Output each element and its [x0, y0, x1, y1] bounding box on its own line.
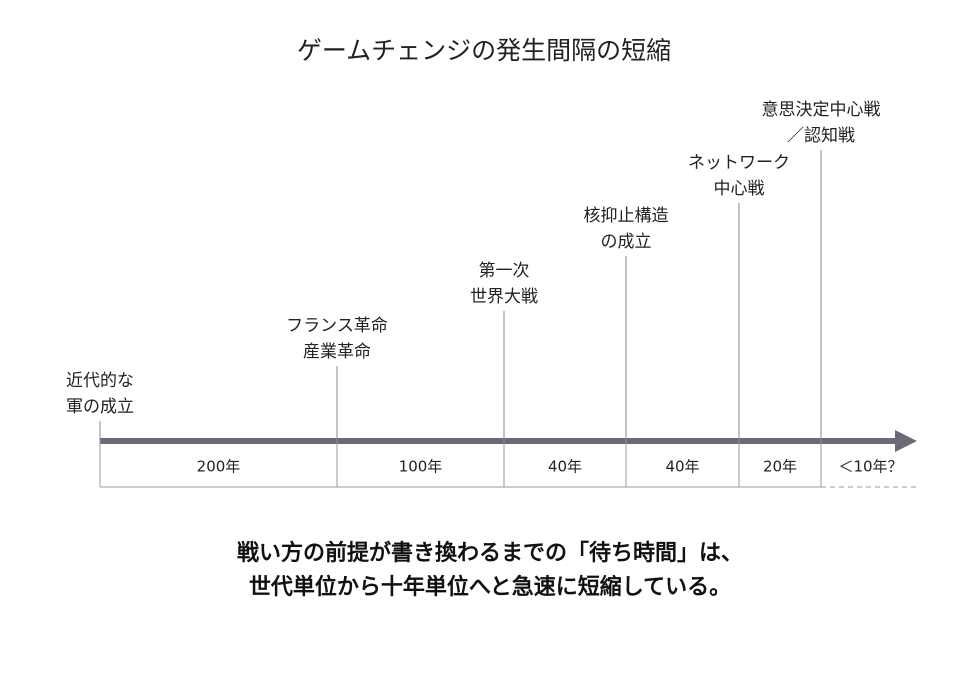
interval-label: 40年: [665, 458, 699, 476]
interval-label: 40年: [548, 458, 582, 476]
event-label: ／認知戦: [787, 126, 855, 146]
axis-arrowhead: [895, 430, 917, 452]
event-label: フランス革命: [286, 316, 388, 336]
event-label: 核抑止構造: [584, 206, 669, 226]
interval-label: 100年: [399, 458, 443, 476]
interval-label: 200年: [197, 458, 241, 476]
event-label: 軍の成立: [66, 397, 134, 417]
event-label: ネットワーク: [688, 153, 790, 173]
interval-label: ＜10年？: [838, 458, 902, 476]
event-label: 産業革命: [303, 342, 371, 362]
event-label: 世界大戦: [470, 287, 538, 307]
title: ゲームチェンジの発生間隔の短縮: [297, 36, 671, 65]
event-label: 意思決定中心戦: [762, 100, 881, 120]
event-label: 第一次: [479, 261, 530, 281]
event-label: の成立: [601, 232, 652, 252]
interval-label: 20年: [763, 458, 797, 476]
event-label: 中心戦: [714, 179, 765, 199]
conclusion-line: 戦い方の前提が書き換わるまでの「待ち時間」は、: [237, 540, 743, 566]
event-label: 近代的な: [66, 371, 134, 391]
conclusion-line: 世代単位から十年単位へと急速に短縮している。: [249, 574, 731, 600]
